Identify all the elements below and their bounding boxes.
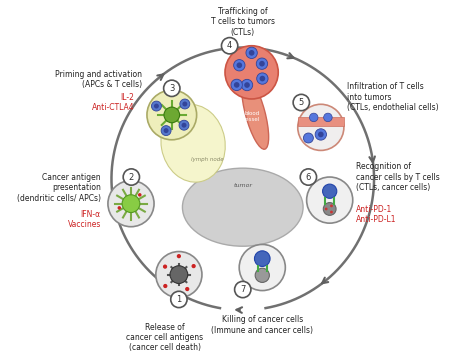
Text: IFN-α
Vaccines: IFN-α Vaccines [67, 210, 101, 229]
Circle shape [293, 94, 310, 111]
Text: 7: 7 [240, 285, 246, 294]
Circle shape [163, 284, 167, 288]
Circle shape [256, 58, 268, 69]
Circle shape [235, 281, 251, 298]
Circle shape [154, 104, 159, 109]
Circle shape [330, 210, 333, 213]
Circle shape [171, 291, 187, 308]
Circle shape [180, 99, 190, 109]
Text: Anti-PD-1
Anti-PD-L1: Anti-PD-1 Anti-PD-L1 [356, 205, 397, 224]
Text: tumor: tumor [233, 183, 252, 188]
Text: 5: 5 [299, 98, 304, 107]
Circle shape [147, 90, 197, 140]
Circle shape [122, 195, 140, 213]
Text: Killing of cancer cells
(Immune and cancer cells): Killing of cancer cells (Immune and canc… [211, 316, 313, 335]
Text: Recognition of
cancer cells by T cells
(CTLs, cancer cells): Recognition of cancer cells by T cells (… [356, 162, 440, 192]
Text: Cancer antigen
presentation
(dendritic cells/ APCs): Cancer antigen presentation (dendritic c… [17, 173, 101, 203]
Text: Infiltration of T cells
into tumors
(CTLs, endothelial cells): Infiltration of T cells into tumors (CTL… [347, 82, 439, 112]
Text: 3: 3 [169, 84, 174, 93]
Circle shape [163, 265, 167, 269]
Circle shape [255, 268, 269, 282]
Circle shape [323, 184, 337, 198]
Circle shape [255, 251, 270, 266]
Circle shape [307, 177, 353, 223]
Circle shape [225, 46, 278, 99]
Circle shape [221, 38, 238, 54]
Text: Trafficking of
T cells to tumors
(CTLs): Trafficking of T cells to tumors (CTLs) [211, 7, 275, 36]
Circle shape [325, 208, 328, 210]
Circle shape [323, 203, 336, 216]
Circle shape [300, 169, 317, 185]
Circle shape [237, 62, 242, 68]
Circle shape [298, 104, 344, 151]
Text: 2: 2 [129, 173, 134, 182]
Ellipse shape [182, 168, 303, 246]
Circle shape [123, 169, 139, 185]
Circle shape [259, 61, 265, 66]
Ellipse shape [242, 77, 269, 149]
FancyBboxPatch shape [298, 117, 344, 126]
Circle shape [182, 123, 186, 128]
Circle shape [185, 287, 189, 291]
Circle shape [330, 204, 333, 207]
Circle shape [241, 79, 253, 91]
Circle shape [315, 129, 327, 140]
Circle shape [310, 113, 318, 122]
Text: IL-2
Anti-CTLA4: IL-2 Anti-CTLA4 [92, 93, 135, 112]
Circle shape [249, 50, 255, 56]
Circle shape [164, 128, 169, 133]
Circle shape [164, 80, 180, 96]
Text: 1: 1 [176, 295, 182, 304]
Circle shape [260, 76, 265, 81]
Circle shape [303, 133, 313, 143]
Ellipse shape [161, 104, 225, 182]
Circle shape [257, 73, 268, 84]
Text: 6: 6 [306, 173, 311, 182]
Circle shape [118, 206, 121, 210]
Text: 4: 4 [227, 41, 232, 50]
Text: blood
vessel: blood vessel [243, 111, 260, 122]
Circle shape [138, 193, 142, 197]
Circle shape [244, 82, 250, 88]
Circle shape [234, 60, 245, 71]
Circle shape [161, 126, 171, 136]
Circle shape [324, 113, 332, 122]
Circle shape [318, 132, 324, 137]
Circle shape [156, 252, 202, 298]
Circle shape [164, 107, 180, 123]
Text: lymph node: lymph node [191, 157, 224, 162]
Circle shape [170, 266, 188, 283]
Circle shape [246, 47, 257, 58]
Circle shape [239, 244, 285, 291]
Circle shape [182, 101, 187, 106]
Circle shape [179, 120, 189, 130]
Text: Release of
cancer cell antigens
(cancer cell death): Release of cancer cell antigens (cancer … [126, 322, 203, 352]
Circle shape [152, 101, 161, 111]
Circle shape [108, 180, 154, 227]
Circle shape [191, 264, 196, 268]
Circle shape [234, 82, 239, 88]
Text: Priming and activation
(APCs & T cells): Priming and activation (APCs & T cells) [55, 70, 142, 89]
Circle shape [231, 79, 242, 91]
Circle shape [177, 254, 181, 258]
